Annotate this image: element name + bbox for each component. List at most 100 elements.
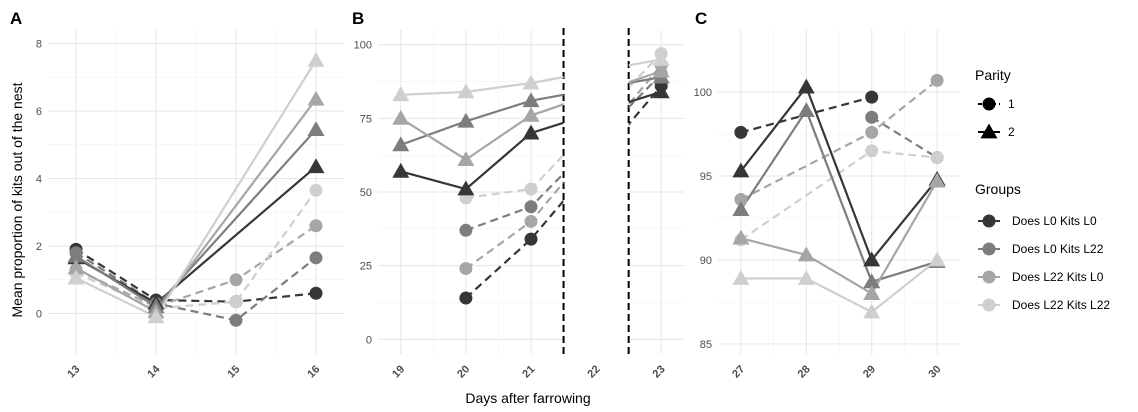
legend-key-marker — [982, 298, 996, 312]
y-tick-label: 8 — [36, 39, 42, 51]
data-point — [392, 109, 410, 125]
x-tick-label: 30 — [926, 363, 943, 380]
data-point — [309, 219, 323, 233]
data-point — [524, 232, 538, 246]
data-point — [734, 125, 748, 139]
y-tick-label: 100 — [354, 40, 372, 52]
legend-parity-group: 12 — [978, 97, 1015, 139]
legend-key-marker — [980, 123, 998, 139]
panel-tag: A — [10, 9, 22, 28]
series-markers — [392, 47, 670, 305]
data-point — [524, 182, 538, 196]
data-point — [928, 251, 946, 267]
data-point — [307, 121, 325, 136]
data-point — [652, 62, 670, 78]
data-point — [307, 90, 325, 106]
data-point — [457, 112, 475, 128]
data-point — [732, 269, 750, 285]
data-point — [928, 172, 946, 188]
x-tick-label: 13 — [65, 363, 82, 380]
data-point — [459, 262, 473, 276]
x-tick-label: 20 — [455, 363, 472, 380]
data-point — [392, 162, 410, 178]
data-point — [309, 183, 323, 197]
y-tick-label: 85 — [700, 339, 712, 351]
data-point — [392, 136, 410, 152]
y-axis-title: Mean proportion of kits out of the nest — [9, 82, 25, 317]
legend-title-parity: Parity — [975, 67, 1011, 83]
legend-key-marker — [982, 97, 996, 111]
data-point — [67, 269, 85, 285]
data-point — [930, 151, 944, 165]
data-point — [652, 50, 670, 66]
y-tick-label: 0 — [36, 309, 42, 321]
data-point — [865, 144, 879, 158]
data-point — [863, 273, 881, 289]
legend-label: 1 — [1008, 97, 1015, 111]
x-tick-label: 19 — [390, 363, 407, 380]
data-point — [67, 247, 85, 263]
data-point — [147, 308, 165, 324]
x-tick-label: 28 — [796, 363, 813, 380]
data-point — [797, 78, 815, 94]
data-point — [522, 74, 540, 90]
y-tick-label: 6 — [36, 106, 42, 118]
y-tick-label: 4 — [36, 174, 42, 186]
data-point — [459, 223, 473, 237]
data-point — [863, 251, 881, 267]
data-point — [307, 158, 325, 174]
data-point — [734, 193, 748, 207]
data-point — [797, 246, 815, 262]
data-point — [457, 83, 475, 99]
y-tick-label: 25 — [360, 261, 372, 273]
data-point — [229, 313, 243, 327]
legend-label: Does L0 Kits L22 — [1012, 242, 1104, 256]
data-point — [732, 162, 750, 178]
panel-c: C 85 90 95 100 27 28 29 30 — [694, 9, 960, 380]
x-tick-label: 27 — [730, 363, 747, 380]
data-point — [524, 214, 538, 228]
legend-key-marker — [982, 270, 996, 284]
legend-label: Does L22 Kits L22 — [1012, 298, 1110, 312]
y-tick-label: 95 — [700, 171, 712, 183]
y-tick-label: 0 — [366, 334, 372, 346]
data-point — [732, 201, 750, 217]
data-point — [392, 86, 410, 102]
data-point — [229, 295, 243, 309]
series-line — [740, 85, 938, 262]
panel-a: A 0 2 4 6 8 13 14 15 16 — [10, 9, 344, 380]
series-line — [740, 180, 939, 295]
data-point — [459, 291, 473, 305]
data-point — [67, 259, 85, 275]
legend-label: Does L0 Kits L0 — [1012, 214, 1097, 228]
series-line — [75, 248, 317, 303]
series-markers — [67, 51, 325, 327]
data-point — [652, 83, 670, 99]
legend-title-groups: Groups — [975, 181, 1021, 197]
x-tick-label: 21 — [520, 363, 537, 380]
legend-groups-group: Does L0 Kits L0 Does L0 Kits L22 Does L22 … — [978, 214, 1110, 312]
y-tick-label: 2 — [36, 241, 42, 253]
data-point — [524, 200, 538, 214]
data-point — [865, 110, 879, 124]
data-point — [522, 92, 540, 108]
panel-b: B 0 25 50 75 100 19 20 21 22 23 — [352, 9, 684, 380]
y-tick-label: 75 — [360, 113, 372, 125]
axis-break-gap — [563, 28, 629, 356]
x-axis-title: Days after farrowing — [465, 390, 590, 406]
legend-label: Does L22 Kits L0 — [1012, 270, 1104, 284]
y-tick-label: 100 — [694, 87, 712, 99]
data-point — [797, 102, 815, 117]
data-point — [307, 51, 325, 67]
data-point — [229, 273, 243, 287]
legend-key-marker — [982, 214, 996, 228]
x-tick-label: 15 — [225, 363, 242, 380]
x-tick-label: 16 — [305, 363, 322, 380]
x-tick-label: 29 — [861, 363, 878, 380]
data-point — [930, 73, 944, 87]
data-point — [309, 286, 323, 300]
series-line — [75, 251, 317, 322]
panel-tag: B — [352, 9, 364, 28]
